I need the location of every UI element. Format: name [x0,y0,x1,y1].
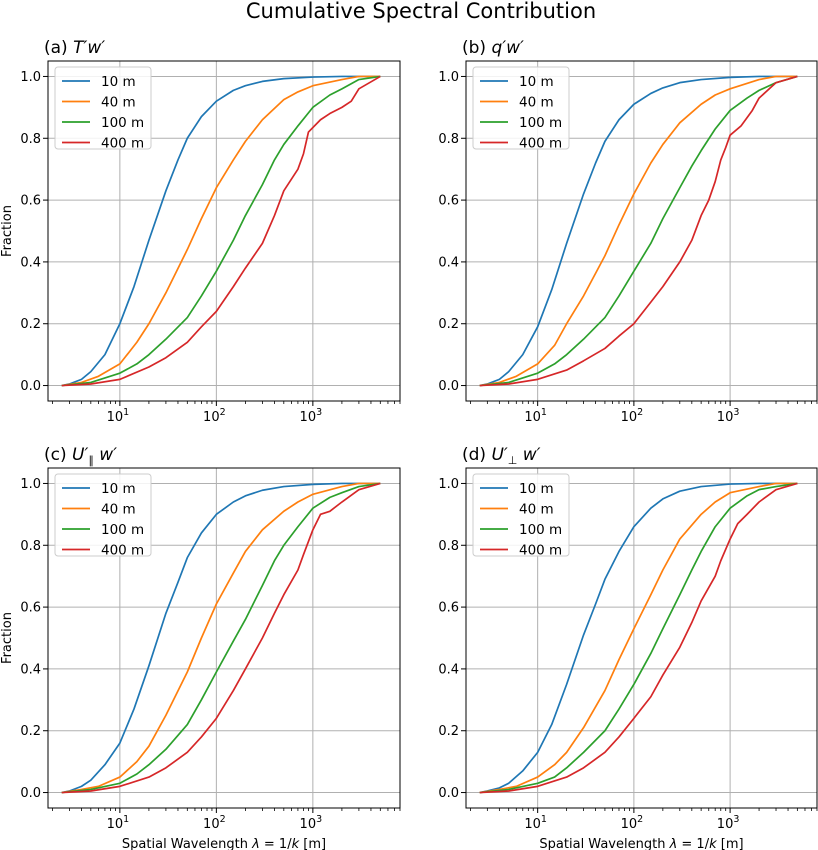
series-line-400m [61,482,381,794]
x-tick-label: 102 [203,407,226,425]
legend-box [472,66,570,150]
figure-title: Cumulative Spectral Contribution [246,0,596,23]
legend: 10 m 40 m 100 m 400 m [472,473,570,559]
y-tick-label: 0.0 [438,786,459,801]
y-tick-label: 0.8 [20,539,41,554]
series-line-10m [61,75,381,387]
legend: 10 m 40 m 100 m 400 m [54,66,152,152]
x-tick-label: 101 [524,407,547,425]
legend-label: 10 m [519,74,554,90]
chart-panel-3: 101 102 103 0.0 0.2 0.4 0.6 0.8 1.0(c) U′∥ w′ Fra… [0,445,401,850]
y-tick-label: 0.2 [438,317,459,332]
x-tick-label: 101 [107,814,130,832]
y-tick-label: 1.0 [20,70,41,85]
panel-title: (a) T′w′ [44,38,105,58]
legend-label: 10 m [519,481,554,497]
y-tick-label: 0.2 [20,317,41,332]
legend-label: 100 m [101,115,144,131]
legend-box [54,473,152,557]
legend-label: 100 m [519,522,562,538]
axes-frame [47,467,401,809]
x-axis-label: Spatial Wavelength λ = 1/k [m] [539,837,743,850]
chart-panel-4: 101 102 103 0.0 0.2 0.4 0.6 0.8 1.0(d) U′⊥ w′ Spa… [438,445,818,850]
panel-title: (d) U′⊥ w′ [462,445,541,467]
legend: 10 m 40 m 100 m 400 m [54,473,152,559]
legend-box [54,66,152,150]
y-tick-label: 0.6 [20,194,41,209]
y-tick-label: 0.8 [438,132,459,147]
legend-box [472,473,570,557]
legend: 10 m 40 m 100 m 400 m [472,66,570,152]
series-line-10m [61,482,381,794]
y-tick-label: 0.6 [438,601,459,616]
y-tick-label: 0.2 [20,724,41,739]
y-tick-label: 0.8 [20,132,41,147]
x-tick-label: 102 [621,407,644,425]
legend-label: 10 m [101,74,136,90]
x-tick-label: 102 [203,814,226,832]
legend-label: 40 m [519,95,554,111]
legend-label: 400 m [519,136,562,152]
legend-label: 40 m [101,95,136,111]
x-tick-label: 103 [717,407,740,425]
series-line-40m [61,75,381,387]
legend-label: 400 m [519,543,562,559]
legend-label: 40 m [101,502,136,518]
y-axis-label: Fraction [0,205,15,257]
x-tick-label: 101 [524,814,547,832]
legend-label: 10 m [101,481,136,497]
y-tick-label: 0.6 [20,601,41,616]
chart-panel-1: 101 102 103 0.0 0.2 0.4 0.6 0.8 1.0(a) T′w′ Fract… [0,38,401,425]
series-line-400m [479,75,798,387]
axes-frame [465,60,818,402]
series-line-40m [61,482,381,794]
y-tick-label: 0.4 [438,255,459,270]
series-line-40m [479,75,798,387]
panel-title: (c) U′∥ w′ [44,445,117,467]
y-tick-label: 0.6 [438,194,459,209]
legend-label: 100 m [519,115,562,131]
axes-frame [47,60,401,402]
x-axis-label: Spatial Wavelength λ = 1/k [m] [122,837,326,850]
y-tick-label: 0.4 [438,662,459,677]
y-tick-label: 0.0 [20,379,41,394]
legend-label: 400 m [101,136,144,152]
y-tick-label: 1.0 [438,70,459,85]
x-tick-label: 103 [717,814,740,832]
y-tick-label: 1.0 [20,477,41,492]
y-tick-label: 0.8 [438,539,459,554]
chart-panel-2: 101 102 103 0.0 0.2 0.4 0.6 0.8 1.0(b) q′w′ 10 m 4… [438,38,818,425]
series-line-100m [61,482,381,794]
y-tick-label: 0.0 [20,786,41,801]
axes-frame [465,467,818,809]
legend-label: 100 m [101,522,144,538]
series-line-100m [61,75,381,387]
series-line-400m [479,482,798,794]
legend-label: 400 m [101,543,144,559]
x-tick-label: 102 [621,814,644,832]
panel-title: (b) q′w′ [462,38,524,58]
series-line-400m [61,75,381,387]
y-axis-label: Fraction [0,612,15,664]
series-line-40m [479,482,798,794]
y-tick-label: 0.4 [20,662,41,677]
series-line-10m [479,482,798,794]
y-tick-label: 1.0 [438,477,459,492]
series-line-100m [479,482,798,794]
x-tick-label: 103 [300,407,323,425]
y-tick-label: 0.4 [20,255,41,270]
series-line-10m [479,75,798,387]
x-tick-label: 101 [107,407,130,425]
y-tick-label: 0.2 [438,724,459,739]
x-tick-label: 103 [300,814,323,832]
series-line-100m [479,75,798,387]
y-tick-label: 0.0 [438,379,459,394]
legend-label: 40 m [519,502,554,518]
